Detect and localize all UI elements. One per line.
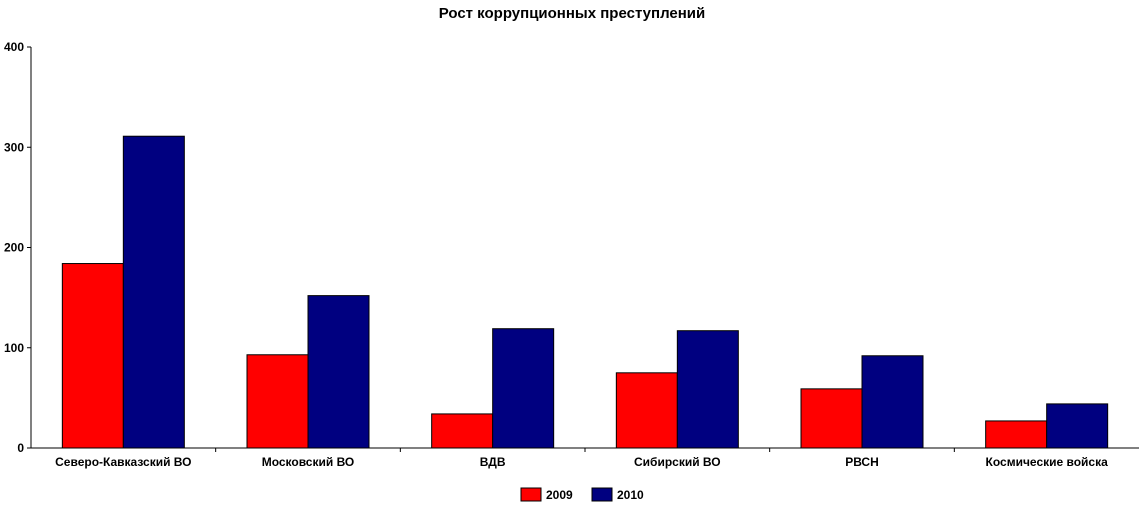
bar-2010-4 — [861, 355, 924, 449]
legend-label: 2009 — [546, 488, 573, 502]
y-tick-label: 200 — [4, 241, 24, 255]
x-tick-label: ВДВ — [480, 455, 506, 469]
y-tick-label: 400 — [4, 40, 24, 54]
bar-2009-0 — [61, 263, 124, 449]
bar-2010-1 — [307, 295, 370, 449]
bar-2010-3 — [676, 330, 739, 449]
bar-2009-5 — [985, 420, 1048, 449]
x-tick-label: Сибирский ВО — [634, 455, 721, 469]
bar-2009-2 — [431, 413, 494, 449]
legend-label: 2010 — [617, 488, 644, 502]
bar-2010-5 — [1046, 403, 1109, 449]
legend-swatch-2010 — [591, 487, 613, 502]
bar-2009-1 — [246, 354, 309, 449]
chart-title: Рост коррупционных преступлений — [439, 5, 706, 22]
y-tick-label: 100 — [4, 341, 24, 355]
legend: 2009 2010 — [520, 487, 644, 502]
bar-2010-2 — [492, 328, 555, 449]
x-tick-label: РВСН — [845, 455, 879, 469]
x-tick-label: Московский ВО — [262, 455, 355, 469]
x-ticks-group: Северо-Кавказский ВО Московский ВО ВДВ Сиби… — [55, 448, 1108, 469]
bars-group — [61, 135, 1109, 449]
y-ticks-group: 0 100 200 300 400 — [4, 40, 31, 455]
y-tick-label: 0 — [17, 441, 24, 455]
x-tick-label: Северо-Кавказский ВО — [55, 455, 191, 469]
y-tick-label: 300 — [4, 140, 24, 154]
bar-2009-4 — [800, 388, 863, 449]
legend-swatch-2009 — [520, 487, 542, 502]
x-tick-label: Космические войска — [986, 455, 1109, 469]
bar-2009-3 — [615, 372, 678, 449]
bar-2010-0 — [122, 135, 185, 449]
